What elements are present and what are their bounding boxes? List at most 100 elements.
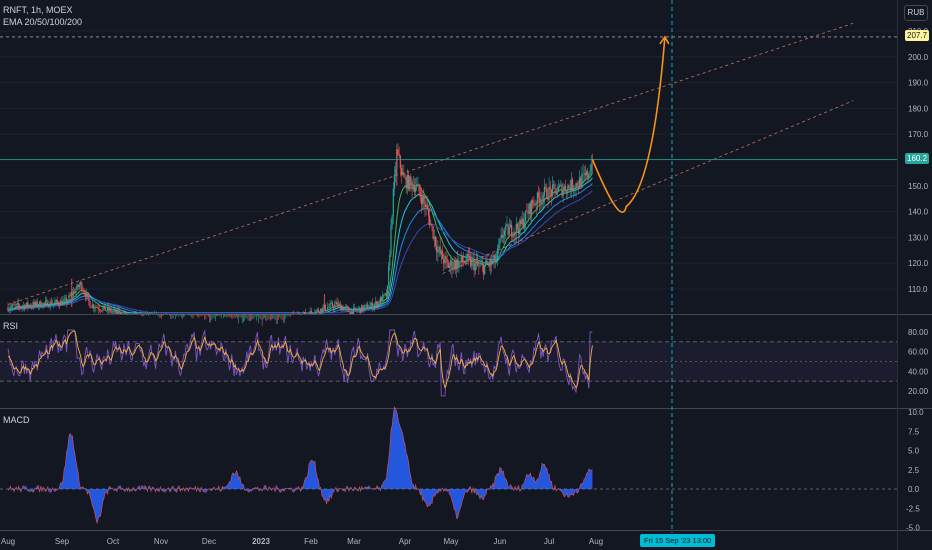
candle-body	[351, 311, 353, 314]
candle-body	[542, 195, 544, 202]
candle-body	[583, 173, 585, 174]
candle-body	[111, 311, 113, 313]
candle-body	[37, 305, 40, 307]
currency-button[interactable]: RUB	[904, 5, 928, 21]
candle-body	[554, 184, 556, 189]
candle-body	[481, 264, 483, 266]
rsi-label: RSI	[3, 321, 19, 331]
macd-line	[7, 406, 593, 524]
candle-body	[87, 293, 89, 296]
candle-body	[78, 284, 81, 287]
candle-body	[575, 183, 577, 189]
candle-body	[506, 224, 508, 226]
candle-body	[489, 258, 492, 266]
candle-body	[347, 307, 349, 309]
candle-body	[574, 188, 576, 190]
candle-body	[557, 186, 560, 192]
candle-body	[311, 313, 314, 314]
candle-body	[376, 301, 378, 307]
candle-body	[500, 234, 502, 240]
candle-body	[418, 183, 420, 192]
candle-body	[113, 309, 116, 312]
candle-body	[362, 305, 364, 311]
candle-body	[462, 261, 465, 263]
candle-body	[343, 308, 345, 311]
candle-body	[382, 294, 384, 302]
candle-body	[338, 303, 341, 305]
candle-body	[498, 245, 500, 249]
candle-body	[584, 173, 587, 176]
candle-body	[88, 295, 90, 301]
candle-body	[112, 311, 115, 312]
candle-body	[103, 305, 105, 308]
candle-body	[585, 171, 588, 176]
candle-body	[92, 304, 95, 309]
macd-tick-label: 7.5	[908, 427, 920, 436]
candle-body	[89, 300, 91, 308]
candle-body	[43, 302, 45, 304]
candle-body	[505, 224, 507, 231]
candle-body	[494, 254, 496, 263]
candle-body	[409, 176, 411, 190]
candle-body	[357, 309, 359, 311]
candle-body	[109, 308, 111, 312]
candle-body	[332, 306, 335, 308]
price-tick-label: 200.0	[908, 53, 929, 62]
candle-body	[568, 185, 570, 188]
grid-lines	[0, 30, 897, 290]
candle-body	[590, 163, 592, 172]
candle-body	[91, 304, 93, 308]
candle-body	[345, 307, 348, 308]
candle-body	[71, 293, 74, 296]
candle-body	[355, 307, 357, 310]
candle-body	[485, 260, 487, 266]
candle-body	[423, 195, 425, 202]
candle-body	[82, 290, 84, 292]
candle-body	[28, 305, 30, 307]
candle-body	[115, 309, 117, 314]
candle-body	[569, 187, 571, 191]
candle-body	[40, 301, 42, 308]
candle-body	[562, 190, 564, 196]
candle-body	[316, 309, 318, 311]
candle-body	[26, 302, 28, 306]
drawings[interactable]	[0, 0, 897, 533]
candle-body	[16, 303, 18, 305]
candle-body	[31, 306, 34, 307]
rsi-tick-label: 40.00	[908, 367, 929, 376]
candle-body	[429, 215, 431, 226]
candle-body	[559, 185, 561, 187]
candle-body	[65, 298, 68, 303]
price-tick-label: 120.0	[908, 259, 929, 268]
price-tick-label: 110.0	[908, 285, 928, 294]
candle-body	[8, 309, 10, 311]
candle-body	[403, 172, 405, 178]
candle-body	[550, 189, 553, 196]
candle-body	[328, 306, 330, 308]
candle-body	[400, 167, 403, 175]
candle-body	[588, 174, 590, 178]
candle-body	[77, 284, 79, 287]
candle-body	[359, 307, 362, 313]
candle-body	[85, 293, 88, 298]
candle-body	[341, 307, 343, 311]
candle-body	[444, 256, 446, 264]
candle-body	[455, 259, 458, 270]
candle-body	[453, 261, 455, 268]
candle-body	[486, 260, 488, 264]
candle-body	[457, 259, 459, 269]
candle-body	[397, 149, 399, 155]
candle-body	[465, 261, 467, 263]
candle-body	[552, 184, 554, 196]
candle-body	[460, 256, 462, 262]
candle-body	[44, 300, 47, 304]
channel-upper-line	[7, 22, 854, 305]
candle-body	[98, 309, 100, 311]
candle-body	[321, 308, 323, 313]
candle-body	[50, 301, 52, 306]
price-tick-label: 180.0	[908, 104, 929, 113]
candle-body	[104, 305, 106, 311]
candle-body	[30, 306, 33, 307]
candle-body	[467, 253, 469, 256]
